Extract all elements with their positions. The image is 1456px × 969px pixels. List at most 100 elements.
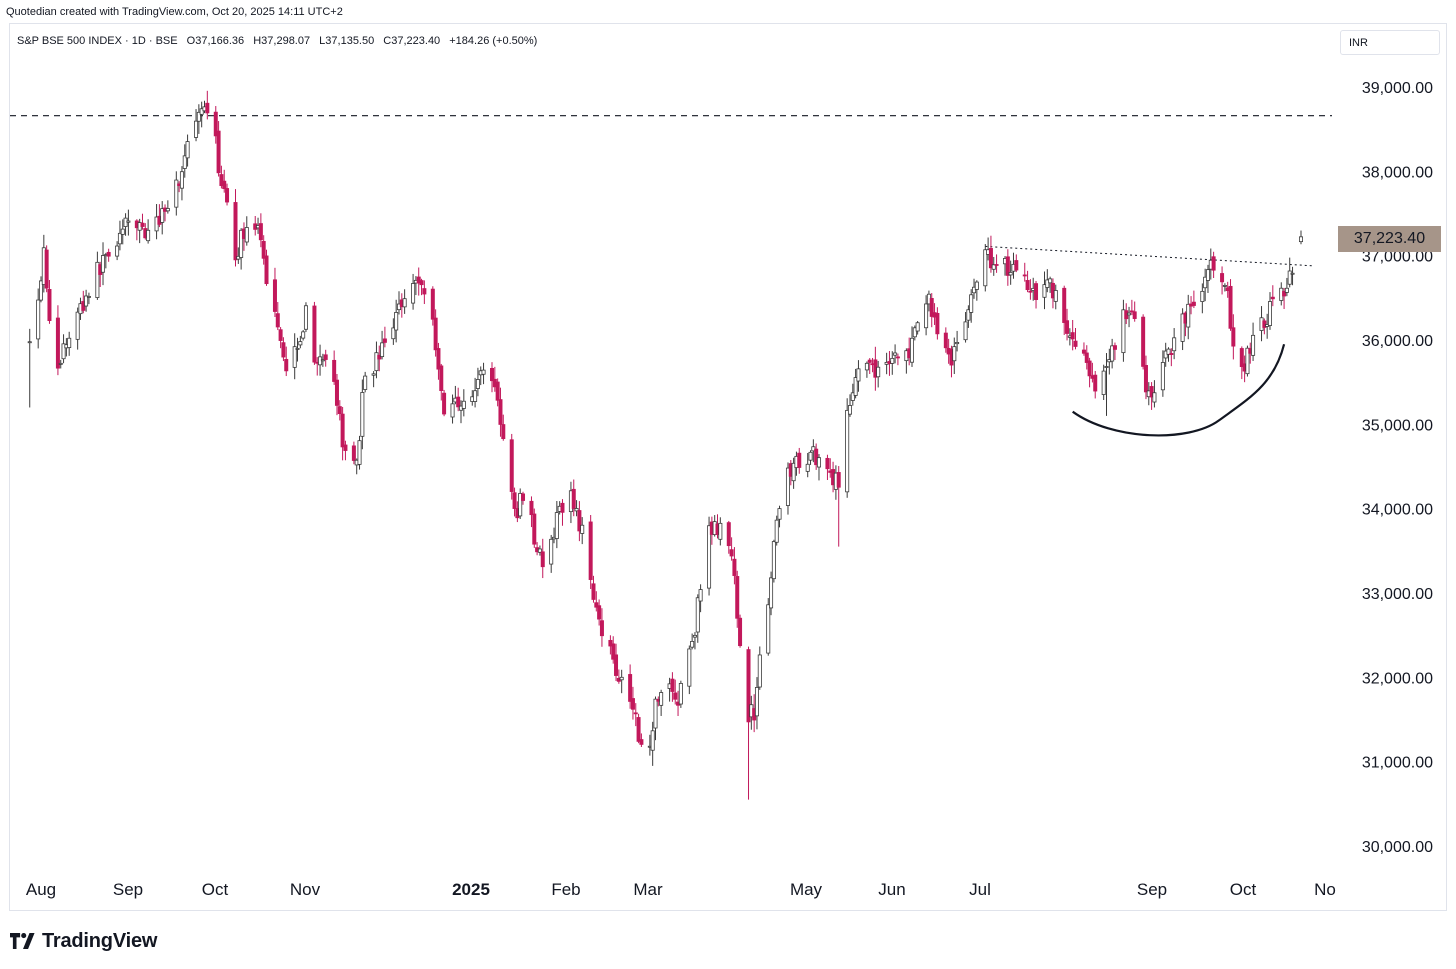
candle[interactable] [1022, 262, 1027, 282]
candle[interactable] [1245, 345, 1250, 377]
candle[interactable] [690, 633, 695, 650]
candle[interactable] [611, 636, 616, 664]
candle[interactable] [1149, 382, 1154, 410]
candle[interactable] [219, 165, 224, 189]
candle[interactable] [357, 435, 362, 470]
candle[interactable] [746, 646, 751, 800]
candle[interactable] [554, 500, 559, 549]
candle[interactable] [1112, 342, 1117, 361]
candle[interactable] [1270, 285, 1275, 307]
candle[interactable] [845, 398, 850, 498]
candle[interactable] [529, 496, 534, 528]
candle[interactable] [120, 219, 125, 245]
candle[interactable] [1166, 347, 1171, 362]
candle[interactable] [814, 443, 819, 470]
candle[interactable] [264, 249, 269, 286]
candle[interactable] [943, 327, 948, 353]
candle[interactable] [194, 109, 199, 142]
candle[interactable] [856, 360, 861, 392]
candle[interactable] [303, 302, 308, 333]
candle[interactable] [44, 245, 49, 293]
candle[interactable] [436, 342, 441, 380]
candle[interactable] [323, 349, 328, 367]
candle[interactable] [1104, 353, 1109, 416]
candle[interactable] [1180, 308, 1185, 351]
candle[interactable] [433, 309, 438, 357]
candle[interactable] [972, 278, 977, 299]
candle[interactable] [101, 242, 106, 286]
candle[interactable] [549, 534, 554, 573]
candle[interactable] [537, 545, 542, 556]
candle[interactable] [351, 441, 356, 465]
candle[interactable] [895, 353, 900, 366]
candle[interactable] [461, 389, 466, 417]
candle[interactable] [816, 454, 821, 481]
candle[interactable] [363, 371, 368, 393]
candle[interactable] [766, 598, 771, 656]
candle[interactable] [560, 499, 565, 526]
candle[interactable] [75, 307, 80, 350]
candle[interactable] [382, 326, 387, 348]
candle[interactable] [473, 377, 478, 408]
candle[interactable] [988, 235, 993, 273]
candle[interactable] [284, 346, 289, 377]
candle[interactable] [1186, 294, 1191, 340]
candle[interactable] [738, 614, 743, 648]
candle[interactable] [797, 447, 802, 474]
candle[interactable] [456, 387, 461, 412]
candle[interactable] [1239, 346, 1244, 380]
candle[interactable] [402, 289, 407, 314]
candle[interactable] [1160, 350, 1165, 397]
candle[interactable] [1121, 299, 1126, 362]
candle[interactable] [594, 591, 599, 612]
candle[interactable] [591, 575, 596, 603]
candle[interactable] [216, 121, 221, 177]
candle[interactable] [791, 457, 796, 489]
candle[interactable] [636, 713, 641, 744]
candle[interactable] [994, 254, 999, 273]
candle[interactable] [512, 487, 517, 517]
candle[interactable] [771, 539, 776, 583]
candle[interactable] [1062, 285, 1067, 335]
candle[interactable] [924, 295, 929, 336]
candle[interactable] [774, 515, 779, 546]
candle[interactable] [205, 90, 210, 120]
candle[interactable] [876, 360, 881, 388]
candle[interactable] [588, 515, 593, 590]
candle[interactable] [1191, 290, 1196, 309]
candle[interactable] [726, 520, 731, 554]
candle[interactable] [1251, 322, 1256, 361]
candle[interactable] [58, 359, 63, 369]
candle[interactable] [422, 280, 427, 305]
candle[interactable] [630, 686, 635, 720]
candle[interactable] [628, 664, 633, 709]
candle[interactable] [1284, 277, 1289, 297]
candle[interactable] [1200, 283, 1205, 314]
candle[interactable] [292, 333, 297, 380]
candle[interactable] [475, 367, 480, 397]
candle[interactable] [1287, 257, 1292, 288]
candle[interactable] [890, 351, 895, 375]
candle[interactable] [84, 289, 89, 312]
candle[interactable] [929, 293, 934, 328]
candle[interactable] [825, 454, 830, 480]
candle[interactable] [179, 166, 184, 201]
rounded-bottom-arc[interactable] [1072, 343, 1286, 437]
candle[interactable] [836, 466, 841, 547]
candle[interactable] [272, 267, 277, 318]
candle[interactable] [670, 672, 675, 702]
candle[interactable] [1220, 266, 1225, 295]
candle[interactable] [501, 414, 506, 441]
candle[interactable] [1267, 292, 1272, 330]
candle[interactable] [1143, 355, 1148, 400]
candle[interactable] [126, 209, 131, 236]
candle[interactable] [411, 273, 416, 310]
candle[interactable] [1065, 308, 1070, 341]
candle[interactable] [853, 368, 858, 399]
candle[interactable] [1048, 276, 1053, 293]
candle[interactable] [213, 106, 218, 144]
candle[interactable] [718, 517, 723, 546]
candle[interactable] [574, 500, 579, 517]
candle[interactable] [698, 584, 703, 613]
